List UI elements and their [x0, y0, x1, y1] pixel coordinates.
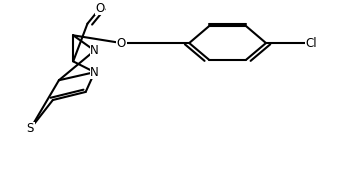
Text: O: O	[117, 37, 126, 50]
Text: N: N	[90, 44, 99, 57]
Text: S: S	[27, 122, 34, 135]
Text: N: N	[90, 66, 99, 79]
Text: Cl: Cl	[305, 37, 317, 50]
Text: O: O	[95, 2, 105, 15]
